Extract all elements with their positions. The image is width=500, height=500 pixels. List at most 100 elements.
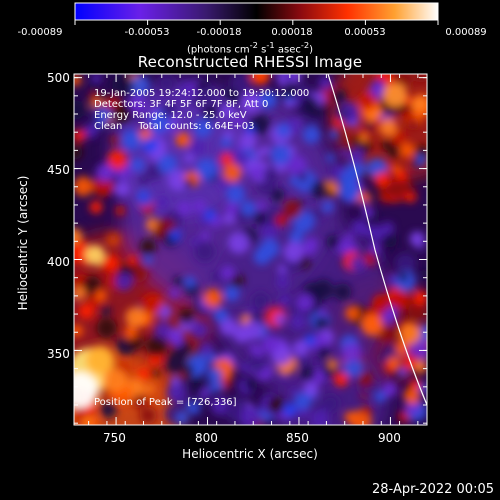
heatmap-cell (78, 303, 95, 320)
y-tick-label: 400 (47, 255, 70, 269)
heatmap-cell (238, 362, 249, 373)
heatmap-cell (184, 178, 195, 188)
heatmap-cell (177, 201, 192, 216)
heatmap-minimum (304, 334, 316, 346)
heatmap-cell (202, 105, 218, 120)
heatmap-cell (176, 411, 189, 425)
heatmap-cell (413, 360, 427, 374)
heatmap-cell (343, 357, 363, 378)
heatmap-cell (219, 317, 238, 336)
heatmap-cell (412, 290, 427, 305)
heatmap-cell (193, 199, 206, 213)
y-tick-label: 450 (47, 163, 70, 177)
heatmap-cell (347, 147, 366, 166)
heatmap-cell (89, 200, 103, 214)
heatmap-cell (107, 149, 128, 170)
heatmap-cell (302, 125, 321, 144)
colorbar-tick-label: 0.00018 (271, 27, 313, 38)
heatmap-cell (345, 305, 360, 321)
heatmap-cell (111, 74, 133, 96)
heatmap-cell (403, 110, 414, 121)
heatmap-cell (326, 234, 341, 249)
heatmap-cell (344, 411, 357, 424)
heatmap-cell (310, 180, 329, 200)
heatmap-cell (358, 91, 376, 110)
heatmap-cell (415, 74, 427, 83)
heatmap-cell (328, 359, 338, 369)
heatmap-cell (326, 153, 335, 163)
heatmap-cell (146, 335, 168, 357)
colorbar-units: (photons cm-2 s-1 asec-2) (186, 40, 314, 56)
colorbar-tick-label: 0.00053 (344, 27, 386, 38)
y-axis-label: Heliocentric Y (arcsec) (16, 175, 30, 311)
heatmap-cell (139, 238, 157, 256)
heatmap-cell (408, 301, 426, 320)
heatmap-image (74, 74, 427, 425)
heatmap-cell (166, 384, 185, 403)
heatmap-cell (189, 139, 206, 156)
x-tick-label: 900 (378, 431, 401, 445)
heatmap-cell (403, 357, 416, 370)
heatmap-cell (225, 201, 239, 215)
heatmap-cell (314, 316, 329, 331)
heatmap-hotspot (383, 83, 407, 107)
heatmap-cell (390, 290, 411, 310)
heatmap-cell (394, 252, 417, 275)
heatmap-cell (290, 314, 307, 330)
heatmap-cell (145, 163, 163, 181)
heatmap-cell (74, 100, 86, 120)
heatmap-cell (259, 238, 280, 259)
heatmap-cell (157, 154, 178, 174)
heatmap-cell (184, 152, 195, 164)
heatmap-cell (190, 321, 209, 340)
heatmap-cell (338, 180, 361, 203)
heatmap-cell (421, 268, 427, 278)
heatmap-hotspot (86, 346, 114, 374)
heatmap-cell (194, 241, 215, 262)
heatmap-cell (399, 142, 415, 158)
x-tick-label: 800 (195, 431, 218, 445)
heatmap-cell (109, 134, 122, 146)
heatmap-cell (203, 288, 223, 308)
heatmap-cell (173, 276, 184, 287)
heatmap-cell (220, 136, 232, 148)
heatmap-cell (137, 174, 149, 186)
heatmap-minimum (283, 403, 297, 417)
heatmap-cell (312, 279, 334, 300)
heatmap-cell (239, 407, 261, 425)
heatmap-cell (318, 308, 327, 317)
heatmap-cell (289, 230, 304, 245)
heatmap-cell (371, 293, 391, 313)
heatmap-cell (167, 169, 189, 191)
heatmap-cell (114, 272, 134, 291)
heatmap-cell (82, 415, 93, 425)
heatmap-cell (124, 326, 138, 340)
heatmap-cell (130, 157, 145, 172)
heatmap-cell (187, 376, 206, 394)
heatmap-cell (99, 400, 117, 419)
timestamp: 28-Apr-2022 00:05 (372, 482, 494, 497)
heatmap-cell (251, 292, 270, 310)
heatmap-cell (184, 276, 196, 288)
heatmap-cell (220, 152, 233, 166)
heatmap-cell (282, 199, 302, 220)
heatmap-cell (175, 132, 191, 148)
heatmap-cell (296, 293, 314, 312)
annotation-line: Clean Total counts: 6.64E+03 (94, 121, 255, 132)
heatmap-cell (223, 285, 240, 302)
heatmap-cell (260, 90, 278, 109)
heatmap-cell (254, 347, 264, 357)
plot-frame (73, 73, 428, 426)
heatmap-cell (120, 129, 142, 151)
heatmap-cell (276, 276, 289, 290)
heatmap-cell (179, 308, 195, 324)
heatmap-minimum (245, 125, 255, 135)
heatmap-cell (74, 324, 84, 338)
heatmap-cell (211, 271, 222, 281)
heatmap-cell (254, 211, 269, 226)
heatmap-cell (330, 88, 347, 105)
heatmap-cell (359, 133, 369, 143)
heatmap-cell (362, 207, 374, 218)
heatmap-cell (289, 176, 299, 186)
heatmap-cell (312, 208, 324, 221)
